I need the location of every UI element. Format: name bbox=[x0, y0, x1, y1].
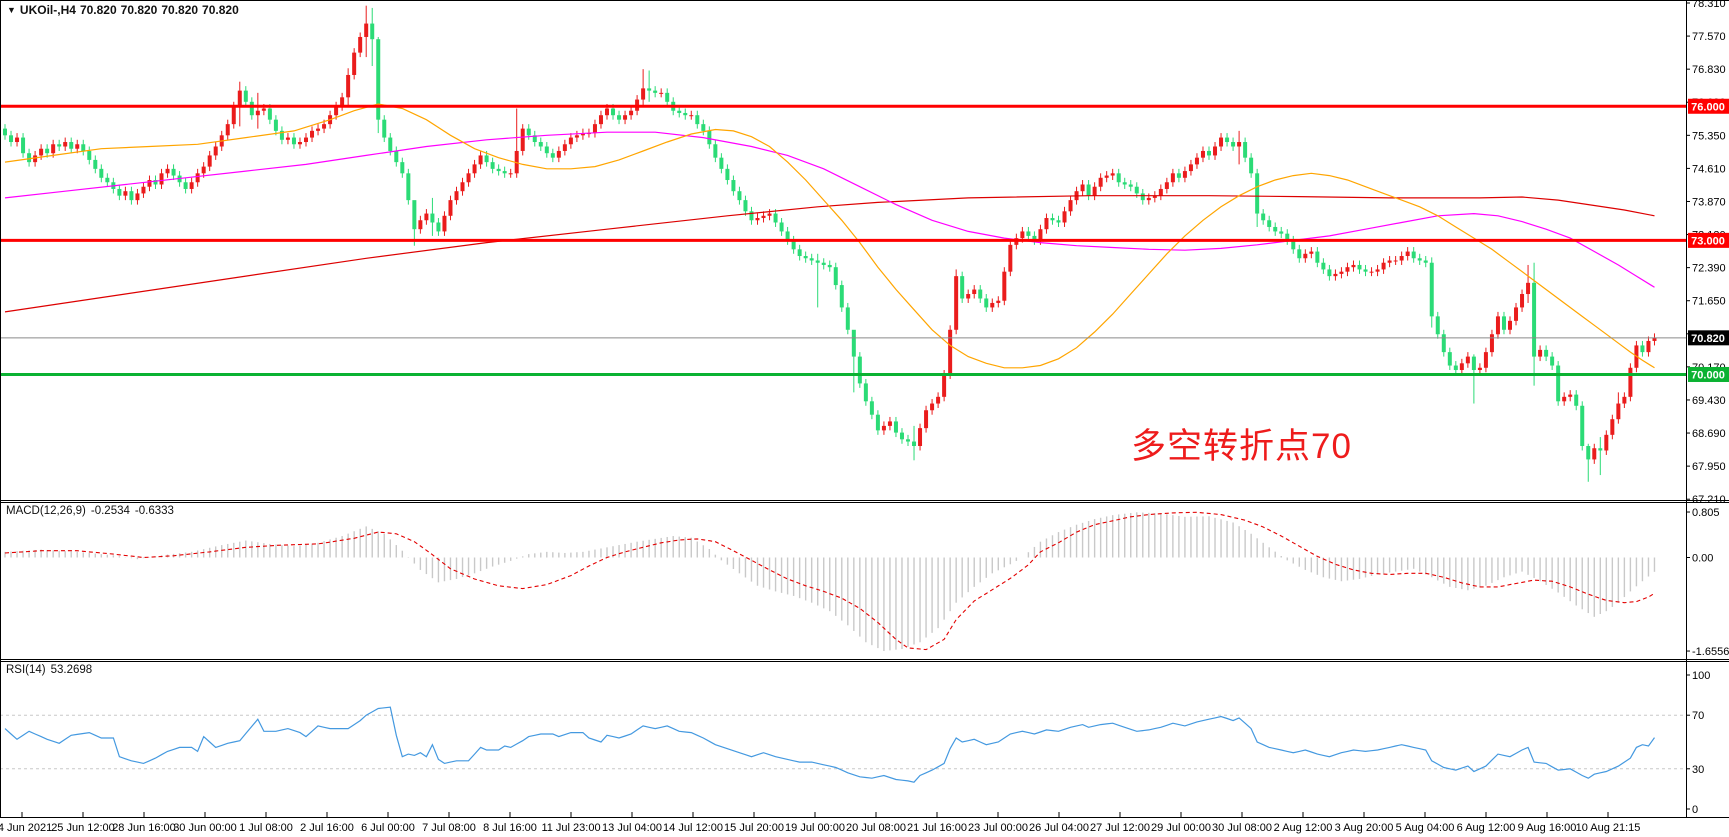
svg-text:78.310: 78.310 bbox=[1692, 0, 1726, 10]
svg-text:68.690: 68.690 bbox=[1692, 428, 1726, 440]
svg-text:9 Aug 16:00: 9 Aug 16:00 bbox=[1518, 822, 1577, 834]
svg-text:6 Jul 00:00: 6 Jul 00:00 bbox=[361, 822, 415, 834]
price-badge-current-price bbox=[1688, 330, 1729, 346]
price-badge-support-73 bbox=[1688, 232, 1729, 248]
svg-text:-1.6556: -1.6556 bbox=[1692, 646, 1729, 658]
svg-text:73.000: 73.000 bbox=[1691, 235, 1725, 247]
ma-fast-line bbox=[4, 103, 1655, 369]
macd-histogram bbox=[4, 512, 1656, 652]
rsi-line bbox=[4, 706, 1655, 783]
svg-text:76.000: 76.000 bbox=[1691, 101, 1725, 113]
macd-value-signal: -0.6333 bbox=[134, 505, 174, 517]
svg-text:26 Jul 04:00: 26 Jul 04:00 bbox=[1029, 822, 1089, 834]
ohlc-open: 70.820 bbox=[79, 3, 117, 17]
macd-indicator-label: MACD(12,26,9) -0.2534 -0.6333 bbox=[6, 505, 179, 517]
svg-text:70.000: 70.000 bbox=[1691, 369, 1725, 381]
svg-text:19 Jul 00:00: 19 Jul 00:00 bbox=[785, 822, 845, 834]
svg-text:5 Aug 04:00: 5 Aug 04:00 bbox=[1396, 822, 1455, 834]
macd-name: MACD(12,26,9) bbox=[6, 505, 86, 517]
symbol-ohlc-bar: ▼ UKOil-,H4 70.820 70.820 70.820 70.820 bbox=[7, 3, 243, 17]
svg-text:6 Aug 12:00: 6 Aug 12:00 bbox=[1457, 822, 1516, 834]
svg-text:67.210: 67.210 bbox=[1692, 494, 1726, 506]
svg-text:2 Aug 12:00: 2 Aug 12:00 bbox=[1274, 822, 1333, 834]
svg-text:30: 30 bbox=[1692, 764, 1704, 776]
svg-text:74.610: 74.610 bbox=[1692, 163, 1726, 175]
chart-annotation-text: 多空转折点70 bbox=[1131, 427, 1352, 466]
svg-text:10 Aug 21:15: 10 Aug 21:15 bbox=[1576, 822, 1641, 834]
candles-group bbox=[3, 5, 1657, 482]
price-badge-support-70 bbox=[1688, 366, 1729, 382]
ohlc-high: 70.820 bbox=[120, 3, 158, 17]
svg-text:11 Jul 23:00: 11 Jul 23:00 bbox=[541, 822, 600, 834]
price-badges: 76.000 73.000 70.820 70.000 bbox=[1688, 98, 1729, 382]
rsi-value: 53.2698 bbox=[50, 664, 93, 676]
svg-text:0: 0 bbox=[1692, 804, 1698, 816]
svg-text:8 Jul 16:00: 8 Jul 16:00 bbox=[483, 822, 537, 834]
svg-text:20 Jul 08:00: 20 Jul 08:00 bbox=[846, 822, 906, 834]
svg-text:30 Jul 08:00: 30 Jul 08:00 bbox=[1212, 822, 1272, 834]
svg-text:24 Jun 2021: 24 Jun 2021 bbox=[0, 822, 52, 834]
svg-text:0.805: 0.805 bbox=[1692, 507, 1720, 519]
ohlc-low: 70.820 bbox=[161, 3, 199, 17]
svg-text:0.00: 0.00 bbox=[1692, 553, 1713, 565]
svg-text:71.650: 71.650 bbox=[1692, 296, 1726, 308]
svg-text:3 Aug 20:00: 3 Aug 20:00 bbox=[1335, 822, 1394, 834]
svg-text:21 Jul 16:00: 21 Jul 16:00 bbox=[907, 822, 967, 834]
svg-text:69.430: 69.430 bbox=[1692, 395, 1726, 407]
svg-text:13 Jul 04:00: 13 Jul 04:00 bbox=[602, 822, 662, 834]
svg-text:25 Jun 12:00: 25 Jun 12:00 bbox=[51, 822, 115, 834]
svg-text:7 Jul 08:00: 7 Jul 08:00 bbox=[422, 822, 476, 834]
svg-text:15 Jul 20:00: 15 Jul 20:00 bbox=[724, 822, 784, 834]
svg-text:27 Jul 12:00: 27 Jul 12:00 bbox=[1090, 822, 1150, 834]
svg-text:70: 70 bbox=[1692, 710, 1704, 722]
svg-text:67.950: 67.950 bbox=[1692, 461, 1726, 473]
svg-text:72.390: 72.390 bbox=[1692, 263, 1726, 275]
chevron-down-icon[interactable]: ▼ bbox=[7, 5, 16, 15]
rsi-name: RSI(14) bbox=[6, 664, 46, 676]
svg-text:75.350: 75.350 bbox=[1692, 130, 1726, 142]
svg-text:1 Jul 08:00: 1 Jul 08:00 bbox=[239, 822, 293, 834]
svg-text:30 Jun 00:00: 30 Jun 00:00 bbox=[173, 822, 237, 834]
symbol-timeframe: UKOil-,H4 bbox=[19, 3, 76, 17]
svg-text:73.870: 73.870 bbox=[1692, 196, 1726, 208]
ohlc-close: 70.820 bbox=[202, 3, 239, 17]
price-hlines-group bbox=[0, 104, 1686, 376]
svg-text:77.570: 77.570 bbox=[1692, 31, 1726, 43]
price-badge-resistance-76 bbox=[1688, 98, 1729, 114]
svg-text:76.830: 76.830 bbox=[1692, 64, 1726, 76]
svg-text:100: 100 bbox=[1692, 670, 1710, 682]
panel-borders bbox=[0, 0, 1729, 818]
macd-value-main: -0.2534 bbox=[90, 505, 130, 517]
svg-text:29 Jul 00:00: 29 Jul 00:00 bbox=[1151, 822, 1211, 834]
svg-text:14 Jul 12:00: 14 Jul 12:00 bbox=[663, 822, 723, 834]
svg-text:28 Jun 16:00: 28 Jun 16:00 bbox=[112, 822, 176, 834]
macd-signal-line bbox=[4, 511, 1655, 651]
rsi-levels bbox=[0, 714, 1686, 770]
svg-text:23 Jul 00:00: 23 Jul 00:00 bbox=[968, 822, 1028, 834]
rsi-indicator-label: RSI(14) 53.2698 bbox=[6, 664, 97, 676]
svg-text:70.820: 70.820 bbox=[1691, 333, 1725, 345]
ma-slow-line bbox=[4, 195, 1655, 313]
svg-text:2 Jul 16:00: 2 Jul 16:00 bbox=[300, 822, 354, 834]
